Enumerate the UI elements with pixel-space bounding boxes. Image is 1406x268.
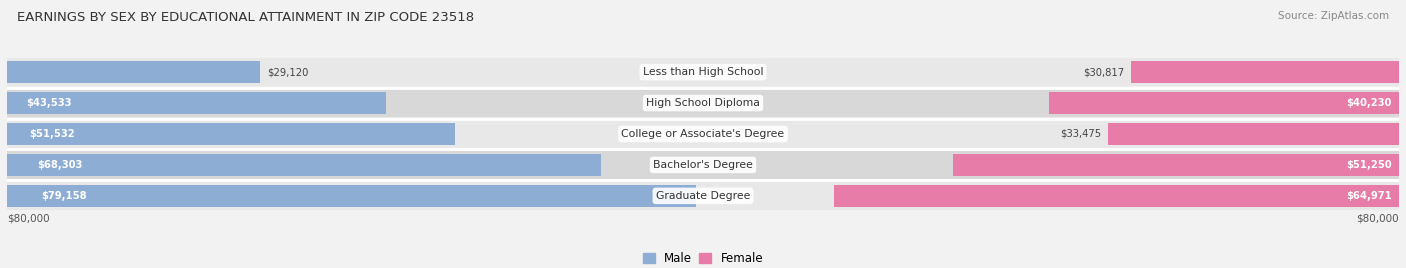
Text: $64,971: $64,971 — [1347, 191, 1392, 201]
Bar — [7, 61, 260, 83]
FancyBboxPatch shape — [7, 58, 1399, 86]
Text: High School Diploma: High School Diploma — [647, 98, 759, 108]
Text: Source: ZipAtlas.com: Source: ZipAtlas.com — [1278, 11, 1389, 21]
Text: EARNINGS BY SEX BY EDUCATIONAL ATTAINMENT IN ZIP CODE 23518: EARNINGS BY SEX BY EDUCATIONAL ATTAINMEN… — [17, 11, 474, 24]
Bar — [953, 154, 1399, 176]
Bar — [7, 92, 385, 114]
Text: $33,475: $33,475 — [1060, 129, 1101, 139]
Text: $43,533: $43,533 — [25, 98, 72, 108]
Text: Graduate Degree: Graduate Degree — [655, 191, 751, 201]
Text: $68,303: $68,303 — [37, 160, 82, 170]
Text: $51,250: $51,250 — [1347, 160, 1392, 170]
FancyBboxPatch shape — [7, 182, 1399, 210]
Legend: Male, Female: Male, Female — [638, 247, 768, 268]
Bar — [1108, 123, 1399, 145]
Text: $29,120: $29,120 — [267, 67, 309, 77]
Bar — [1130, 61, 1399, 83]
Text: $80,000: $80,000 — [7, 214, 49, 224]
FancyBboxPatch shape — [7, 89, 1399, 117]
Bar — [834, 185, 1399, 207]
Text: Less than High School: Less than High School — [643, 67, 763, 77]
Text: College or Associate's Degree: College or Associate's Degree — [621, 129, 785, 139]
Bar — [7, 185, 696, 207]
Text: $30,817: $30,817 — [1083, 67, 1123, 77]
Text: $51,532: $51,532 — [30, 129, 75, 139]
FancyBboxPatch shape — [7, 120, 1399, 148]
Bar — [1049, 92, 1399, 114]
Text: Bachelor's Degree: Bachelor's Degree — [652, 160, 754, 170]
Text: $40,230: $40,230 — [1347, 98, 1392, 108]
Text: $79,158: $79,158 — [41, 191, 87, 201]
Text: $80,000: $80,000 — [1357, 214, 1399, 224]
FancyBboxPatch shape — [7, 151, 1399, 179]
Bar — [7, 123, 456, 145]
Bar — [7, 154, 602, 176]
